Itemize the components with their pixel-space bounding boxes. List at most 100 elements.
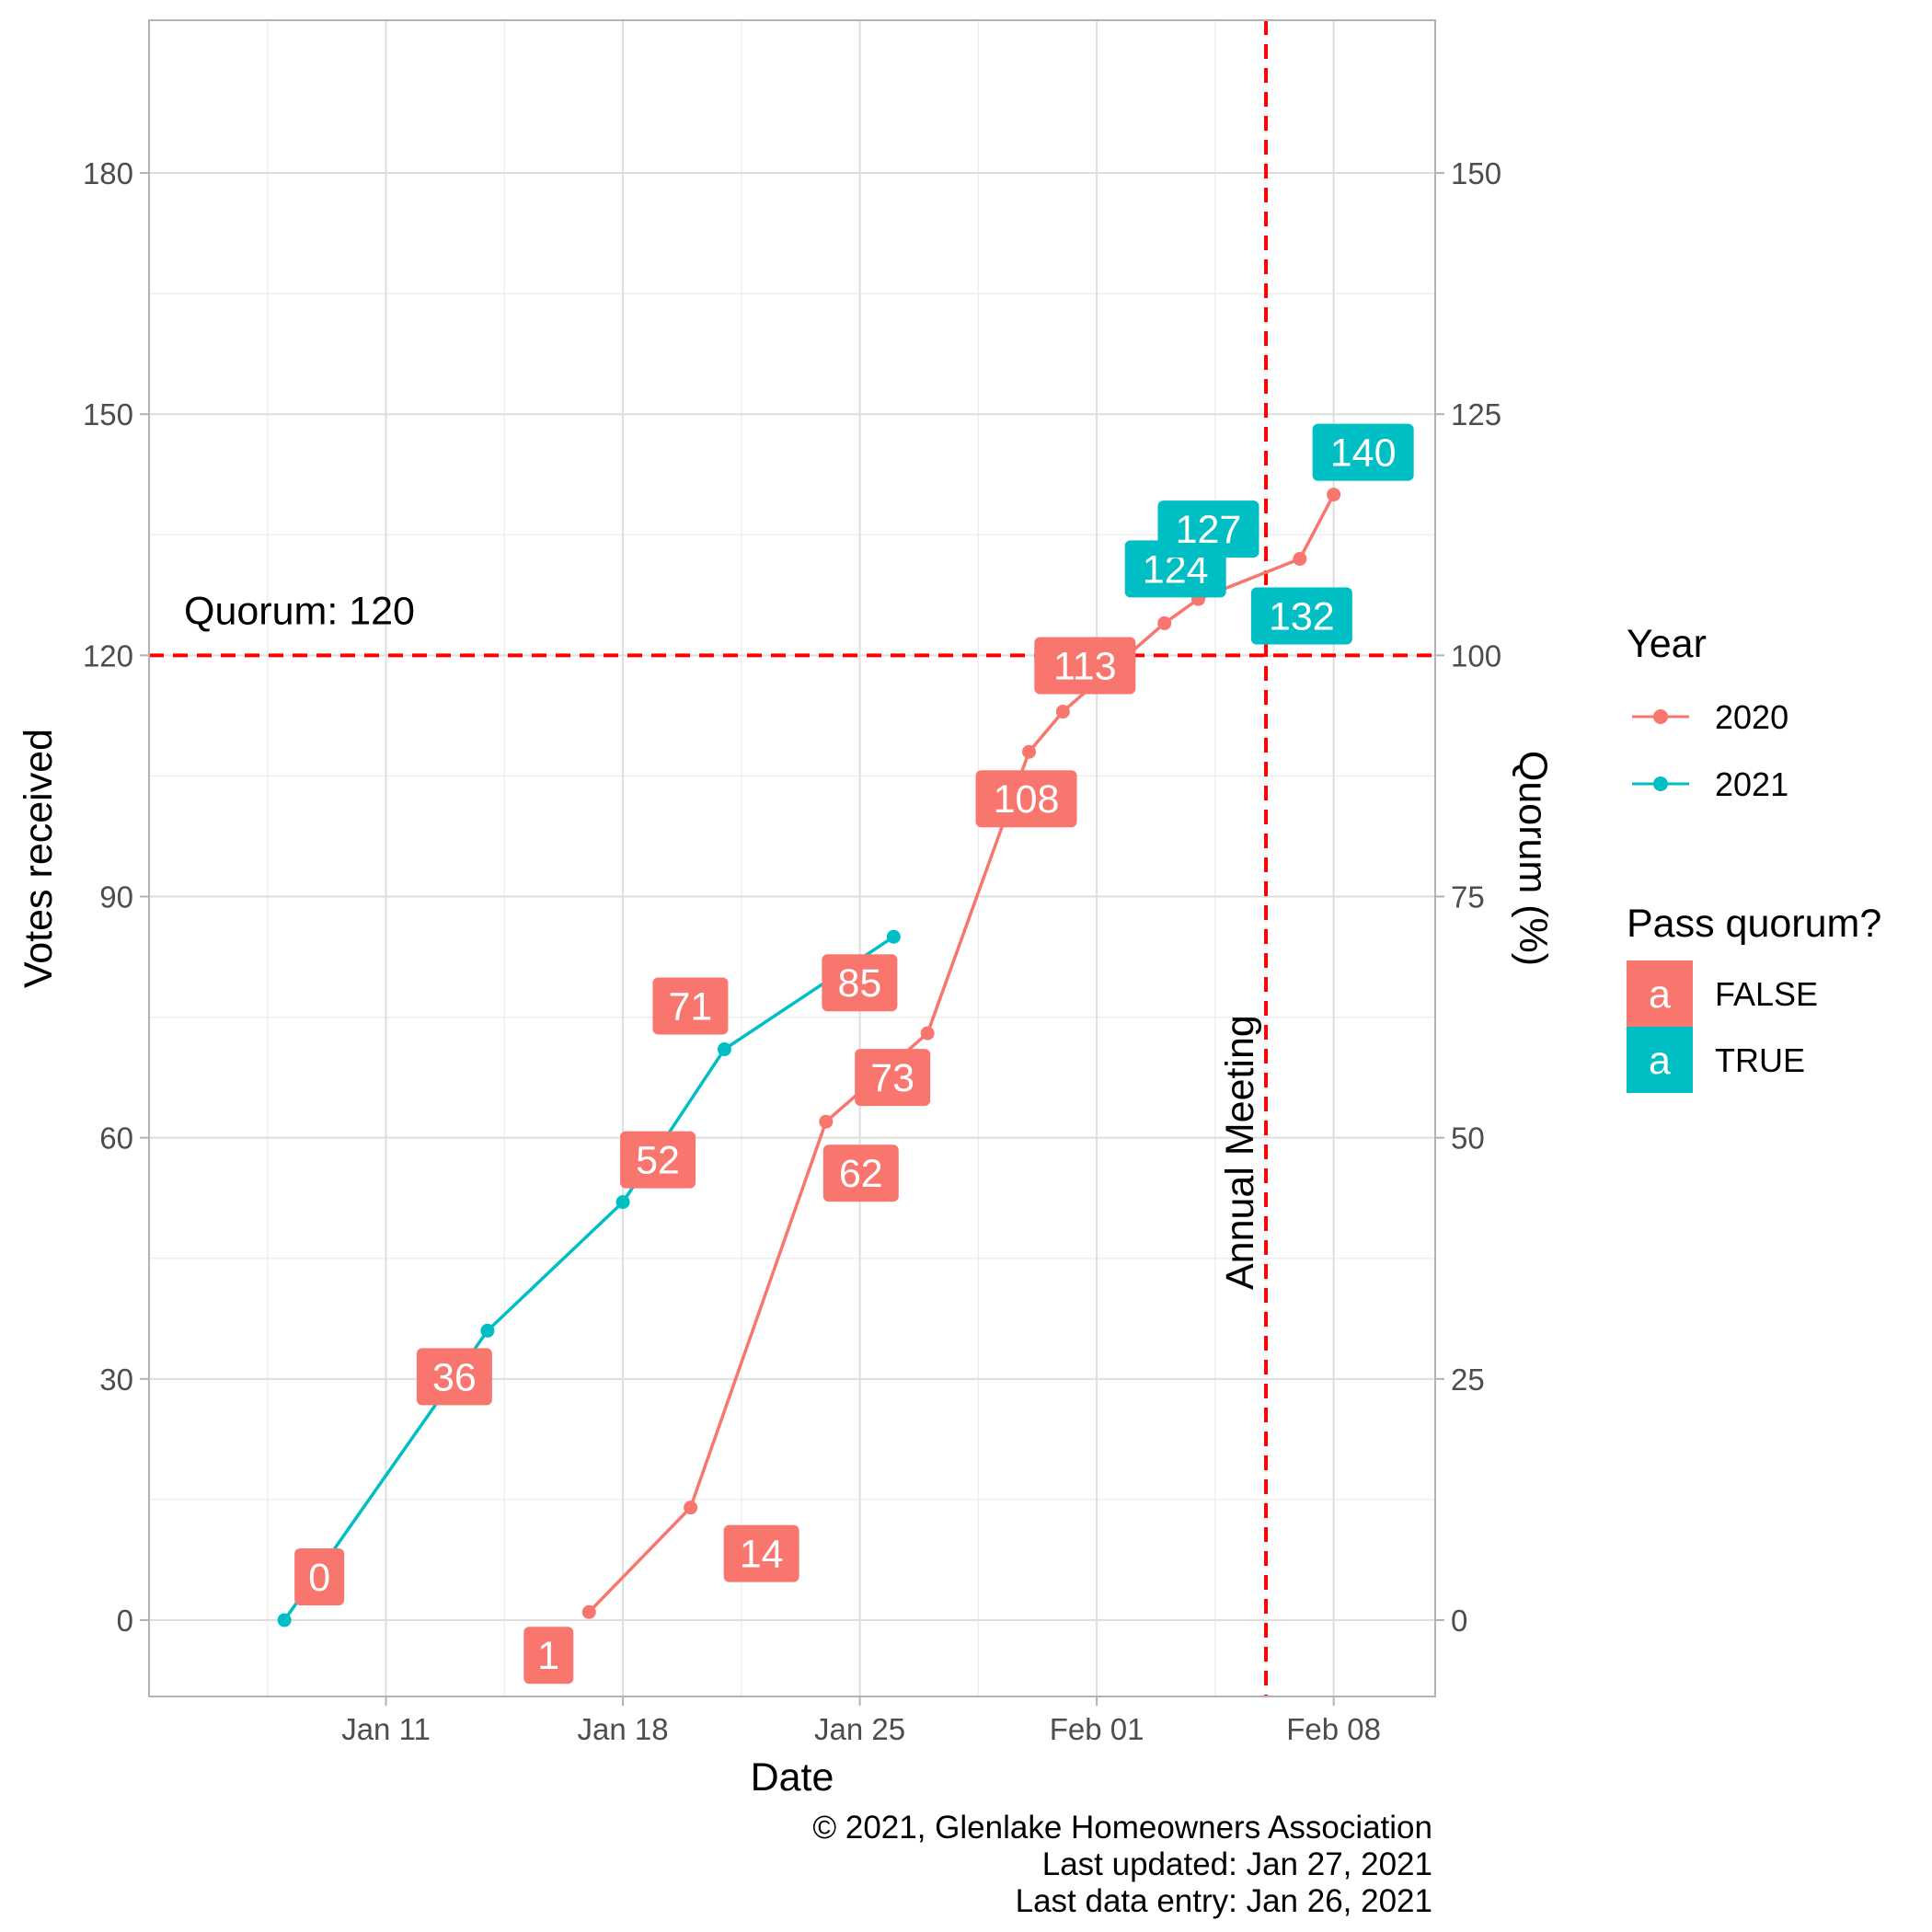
- legend-pass-item: a FALSE: [1627, 960, 1818, 1027]
- data-point: [1022, 744, 1037, 759]
- y-tick-label: 30: [99, 1363, 133, 1397]
- x-tick-label: Feb 01: [1050, 1712, 1144, 1746]
- y-tick-label: 90: [99, 880, 133, 914]
- point-label-box: [1157, 500, 1259, 558]
- point-label-box: [822, 1144, 899, 1202]
- legend-pass-key-text: a: [1649, 972, 1671, 1017]
- point-label-box: [1034, 637, 1136, 695]
- point-label-box: [1250, 587, 1352, 645]
- y2-tick-label: 75: [1451, 880, 1485, 914]
- caption: © 2021, Glenlake Homeowners Association …: [812, 1810, 1432, 1919]
- legend-year-item: 2020: [1632, 698, 1788, 736]
- x-axis: Jan 11 Jan 18 Jan 25 Feb 01 Feb 08: [341, 1696, 1381, 1746]
- legend-year-key-point: [1653, 776, 1668, 791]
- x-tick-label: Feb 08: [1286, 1712, 1381, 1746]
- point-label-text: 140: [1330, 431, 1397, 476]
- data-point: [717, 1042, 731, 1057]
- data-point: [1157, 615, 1172, 630]
- point-label: 127: [1157, 500, 1259, 558]
- y2-axis-title: Quorum (%): [1511, 751, 1555, 966]
- caption-line: Last data entry: Jan 26, 2021: [1016, 1883, 1432, 1919]
- point-label-text: 113: [1053, 645, 1117, 689]
- point-label-box: [855, 1049, 931, 1107]
- data-point: [581, 1604, 596, 1619]
- legend-year-item: 2021: [1632, 765, 1788, 803]
- point-label: 62: [822, 1144, 899, 1202]
- legend-year-label: 2021: [1715, 765, 1788, 803]
- x-axis-title: Date: [751, 1755, 834, 1800]
- y2-tick-label: 100: [1451, 638, 1501, 673]
- point-label-text: 52: [636, 1139, 680, 1183]
- x-tick-label: Jan 25: [814, 1712, 905, 1746]
- point-label: 140: [1312, 423, 1414, 481]
- point-label: 132: [1250, 587, 1352, 645]
- legend-pass-title: Pass quorum?: [1627, 902, 1881, 946]
- y-tick-label: 150: [83, 397, 133, 431]
- point-label-text: 1: [537, 1634, 559, 1678]
- x-tick-label: Jan 18: [578, 1712, 669, 1746]
- data-point: [819, 1114, 834, 1129]
- series-line-2020: [588, 493, 1336, 1614]
- point-label-box: [620, 1131, 696, 1189]
- y-tick-label: 180: [83, 156, 133, 190]
- y2-tick-label: 25: [1451, 1363, 1485, 1397]
- point-label: 14: [723, 1524, 799, 1582]
- legend: Year 2020 2021 Pass quorum? a FALSE a TR…: [1627, 622, 1881, 1093]
- data-point: [886, 929, 901, 944]
- grid-minor: [149, 20, 1435, 1696]
- legend-pass-item: a TRUE: [1627, 1027, 1805, 1093]
- point-label-box: [975, 770, 1077, 828]
- point-label-text: 127: [1176, 508, 1242, 552]
- point-label: 85: [822, 954, 898, 1012]
- legend-year-key-point: [1653, 709, 1668, 724]
- data-point: [1293, 551, 1307, 566]
- y-axis-left: 0 30 60 90 120 150 180: [83, 156, 149, 1638]
- point-label-text: 14: [740, 1533, 784, 1577]
- point-label-box: [652, 977, 729, 1035]
- y2-tick-label: 150: [1451, 156, 1501, 190]
- legend-pass-key: [1627, 960, 1693, 1027]
- point-label-box: [416, 1348, 492, 1406]
- point-label-box: [294, 1547, 345, 1605]
- point-label-text: 73: [870, 1056, 914, 1100]
- data-point: [684, 1501, 698, 1515]
- point-label: 0: [294, 1547, 345, 1605]
- grid-major: [149, 20, 1435, 1696]
- data-point: [480, 1323, 495, 1338]
- point-label-text: 36: [432, 1355, 477, 1399]
- annual-meeting-label: Annual Meeting: [1218, 1015, 1262, 1290]
- y2-tick-label: 0: [1451, 1604, 1467, 1638]
- y-axis-title: Votes received: [17, 729, 61, 988]
- point-label: 52: [620, 1131, 696, 1189]
- point-label-text: 132: [1269, 594, 1335, 638]
- y-tick-label: 60: [99, 1121, 133, 1156]
- plot-background: [149, 20, 1435, 1696]
- y-tick-label: 0: [117, 1604, 133, 1638]
- legend-pass-key: [1627, 1027, 1693, 1093]
- point-label-text: 108: [994, 777, 1060, 822]
- point-label: 113: [1034, 637, 1136, 695]
- caption-line: © 2021, Glenlake Homeowners Association: [812, 1810, 1432, 1846]
- point-label: 71: [652, 977, 729, 1035]
- data-point: [1327, 488, 1341, 502]
- legend-pass-label: FALSE: [1715, 975, 1818, 1013]
- x-tick-label: Jan 11: [341, 1712, 431, 1746]
- data-point: [1055, 705, 1070, 719]
- point-label-box: [723, 1524, 799, 1582]
- caption-line: Last updated: Jan 27, 2021: [1042, 1846, 1432, 1882]
- legend-year-label: 2020: [1715, 698, 1788, 736]
- y2-tick-label: 125: [1451, 397, 1501, 431]
- legend-pass-label: TRUE: [1715, 1041, 1805, 1079]
- legend-year-title: Year: [1627, 622, 1707, 666]
- point-label-text: 71: [668, 985, 712, 1029]
- data-point: [615, 1195, 630, 1210]
- point-label-box: [523, 1627, 574, 1685]
- series-points: [277, 488, 1341, 1627]
- point-label-box: [1312, 423, 1414, 481]
- data-point: [277, 1613, 292, 1627]
- point-label: 1: [523, 1627, 574, 1685]
- point-label-box: [822, 954, 898, 1012]
- reference-lines: Quorum: 120 Annual Meeting: [149, 20, 1435, 1696]
- quorum-label: Quorum: 120: [184, 589, 415, 633]
- point-label-text: 85: [837, 961, 881, 1006]
